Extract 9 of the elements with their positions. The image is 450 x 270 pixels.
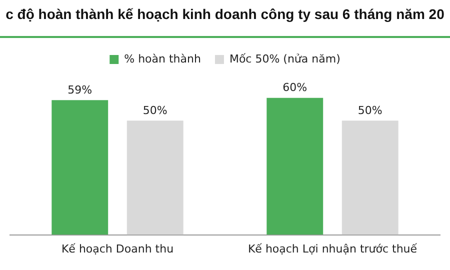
x-tick-label: Kế hoạch Lợi nhuận trước thuế [248, 242, 418, 256]
data-label: 50% [142, 104, 168, 118]
chart-title: c độ hoàn thành kế hoạch kinh doanh công ty sau 6 tháng năm 20 [4, 6, 446, 22]
data-label: 59% [68, 83, 92, 96]
data-label: 60% [282, 81, 308, 94]
legend-label: Mốc 50% (nửa năm) [229, 52, 340, 66]
data-label: 50% [358, 104, 382, 118]
legend-label: % hoàn thành [124, 52, 201, 66]
x-tick-label: Kế hoạch Doanh thu [61, 242, 174, 256]
